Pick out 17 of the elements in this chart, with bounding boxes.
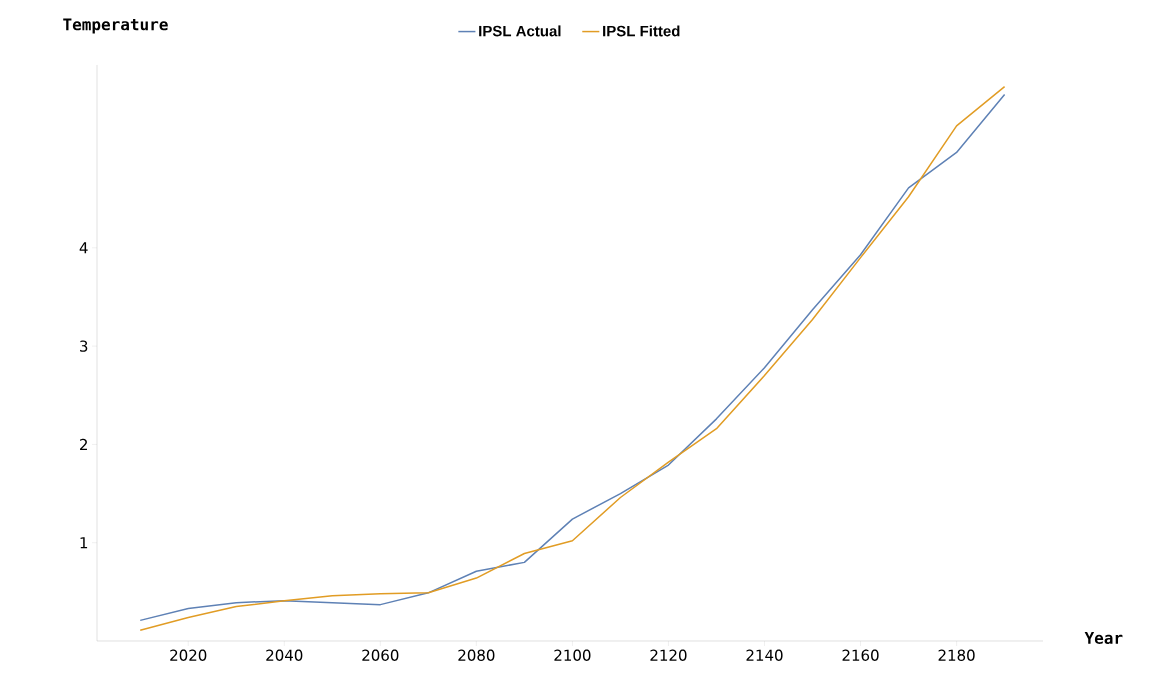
x-axis-title: Year [1084,632,1123,644]
y-tick-label: 4 [79,242,88,254]
x-tick-label: 2160 [842,649,879,661]
x-tick-label: 2020 [170,649,207,661]
x-tick-label: 2060 [362,649,399,661]
x-tick-label: 2080 [458,649,495,661]
y-tick-label: 2 [80,438,87,450]
x-tick-label: 2180 [938,649,975,661]
x-tick-label: 2100 [554,649,591,661]
x-tick-label: 2120 [650,649,687,661]
x-tick-label: 2140 [746,649,783,661]
y-axis-title: Temperature [63,18,168,34]
x-tick-label: 2040 [266,649,303,661]
y-tick-label: 3 [80,340,88,352]
legend-label: IPSL Actual [479,25,561,37]
legend-label: IPSL Fitted [603,25,680,37]
y-tick-label: 1 [80,537,88,549]
